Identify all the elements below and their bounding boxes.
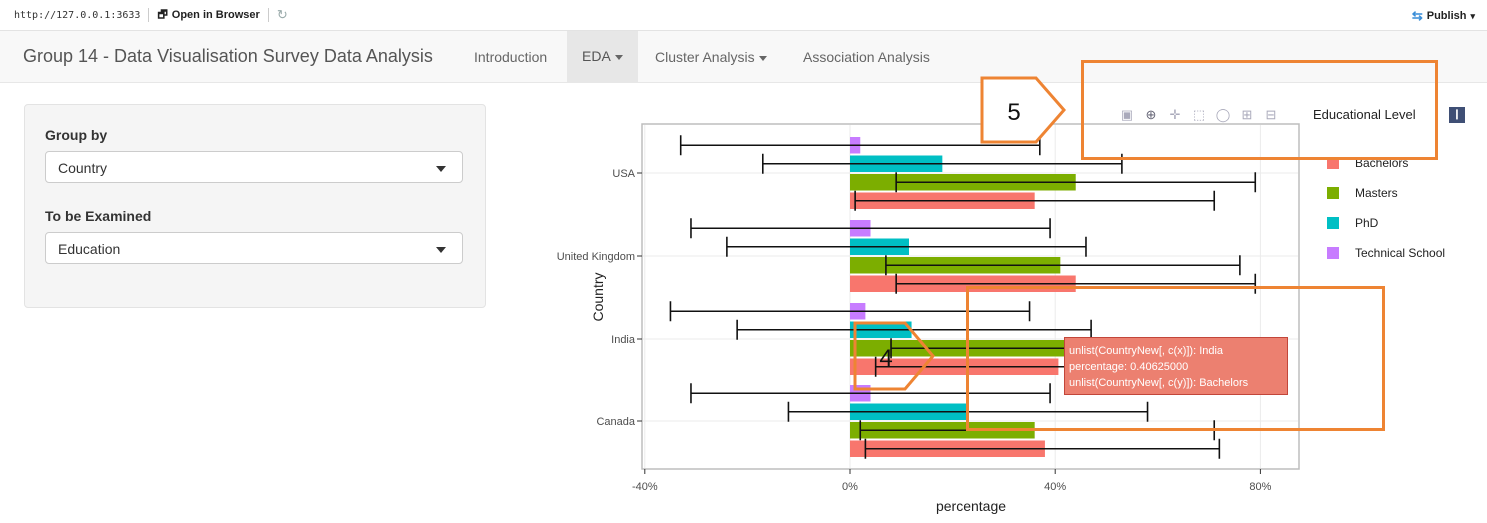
url-text[interactable]: http://127.0.0.1:3633 xyxy=(14,9,141,21)
zoom-out-icon[interactable]: ⊟ xyxy=(1265,107,1277,122)
app-title[interactable]: Group 14 - Data Visualisation Survey Dat… xyxy=(23,46,433,66)
y-tick-label: Canada xyxy=(596,416,635,428)
to-be-examined-value: Education xyxy=(58,241,121,257)
tab-association-analysis[interactable]: Association Analysis xyxy=(803,49,930,65)
x-tick-label: 40% xyxy=(1044,481,1066,493)
caret-down-icon xyxy=(614,54,623,60)
tab-cluster-analysis[interactable]: Cluster Analysis xyxy=(655,49,767,65)
legend-swatch xyxy=(1327,157,1339,169)
y-ticks: USA United Kingdom India Canada xyxy=(557,168,642,428)
tab-eda-label: EDA xyxy=(582,48,611,64)
error-bars-group xyxy=(669,135,1257,459)
annotation-box-tooltip xyxy=(966,286,1385,431)
y-axis-title: Country xyxy=(590,272,606,321)
to-be-examined-select[interactable]: Education xyxy=(45,232,463,264)
address-bar: http://127.0.0.1:3633 🗗 Open in Browser … xyxy=(0,0,1487,31)
tooltip-line-percentage: percentage: 0.40625000 xyxy=(1069,361,1189,373)
group-by-label: Group by xyxy=(45,127,108,143)
plotly-logo-icon[interactable]: ❙ xyxy=(1449,107,1465,123)
x-axis-title: percentage xyxy=(936,498,1006,514)
tooltip-line-country: unlist(CountryNew[, c(x)]): India xyxy=(1069,345,1224,357)
zoom-icon[interactable]: ⊕ xyxy=(1145,107,1157,122)
publish-icon: ⇆ xyxy=(1411,8,1423,23)
legend-swatch xyxy=(1327,247,1339,259)
annotation-arrow-5 xyxy=(980,76,1066,144)
y-tick-label: India xyxy=(611,334,636,346)
y-tick-label: USA xyxy=(612,168,635,180)
tab-cluster-analysis-label: Cluster Analysis xyxy=(655,49,755,65)
legend-label: Masters xyxy=(1355,186,1398,200)
tab-introduction[interactable]: Introduction xyxy=(474,49,548,65)
annotation-label-5: 5 xyxy=(1007,99,1020,126)
legend-title: Educational Level xyxy=(1313,107,1416,122)
group-by-select[interactable]: Country xyxy=(45,151,463,183)
caret-down-icon xyxy=(758,55,767,61)
open-in-browser-button[interactable]: 🗗 Open in Browser xyxy=(157,6,259,25)
x-tick-label: -40% xyxy=(632,481,658,493)
x-tick-label: 0% xyxy=(842,481,858,493)
divider xyxy=(148,8,150,22)
dropdown-arrow-icon xyxy=(436,166,446,172)
y-tick-label: United Kingdom xyxy=(557,251,635,263)
pan-icon[interactable]: ✛ xyxy=(1169,107,1181,122)
legend-label: Technical School xyxy=(1355,246,1445,260)
zoom-in-icon[interactable]: ⊞ xyxy=(1241,107,1253,122)
chevron-down-icon: ▾ xyxy=(1470,10,1475,21)
hover-tooltip: unlist(CountryNew[, c(x)]): India percen… xyxy=(1064,337,1288,395)
open-in-browser-label: Open in Browser xyxy=(171,9,260,21)
x-ticks: -40% 0% 40% 80% xyxy=(632,469,1272,493)
group-by-value: Country xyxy=(58,160,108,176)
annotation-arrow-4 xyxy=(853,321,935,391)
lasso-icon[interactable]: ◯ xyxy=(1215,107,1231,122)
divider xyxy=(267,8,269,22)
tab-eda[interactable]: EDA xyxy=(567,31,638,82)
browser-icon: 🗗 xyxy=(157,8,168,21)
camera-icon[interactable]: ▣ xyxy=(1120,107,1134,122)
x-tick-label: 80% xyxy=(1249,481,1271,493)
annotation-box-legend xyxy=(1081,60,1438,160)
gridlines xyxy=(643,125,1298,468)
legend-label: PhD xyxy=(1355,216,1379,230)
publish-button[interactable]: ⇆ Publish ▾ xyxy=(1412,8,1475,24)
dropdown-arrow-icon xyxy=(436,247,446,253)
legend-swatch xyxy=(1327,217,1339,229)
refresh-icon[interactable]: ↻ xyxy=(276,7,288,22)
tooltip-line-level: unlist(CountryNew[, c(y)]): Bachelors xyxy=(1069,377,1249,389)
publish-label: Publish xyxy=(1426,10,1467,22)
navbar: Group 14 - Data Visualisation Survey Dat… xyxy=(0,31,1487,83)
plot-modebar: ▣ ⊕ ✛ ⬚ ◯ ⊞ ⊟ xyxy=(1118,107,1280,123)
sidebar-panel: Group by Country To be Examined Educatio… xyxy=(24,104,486,308)
box-select-icon[interactable]: ⬚ xyxy=(1192,107,1206,122)
legend-swatch xyxy=(1327,187,1339,199)
annotation-label-4: 4 xyxy=(879,345,892,372)
to-be-examined-label: To be Examined xyxy=(45,208,152,224)
